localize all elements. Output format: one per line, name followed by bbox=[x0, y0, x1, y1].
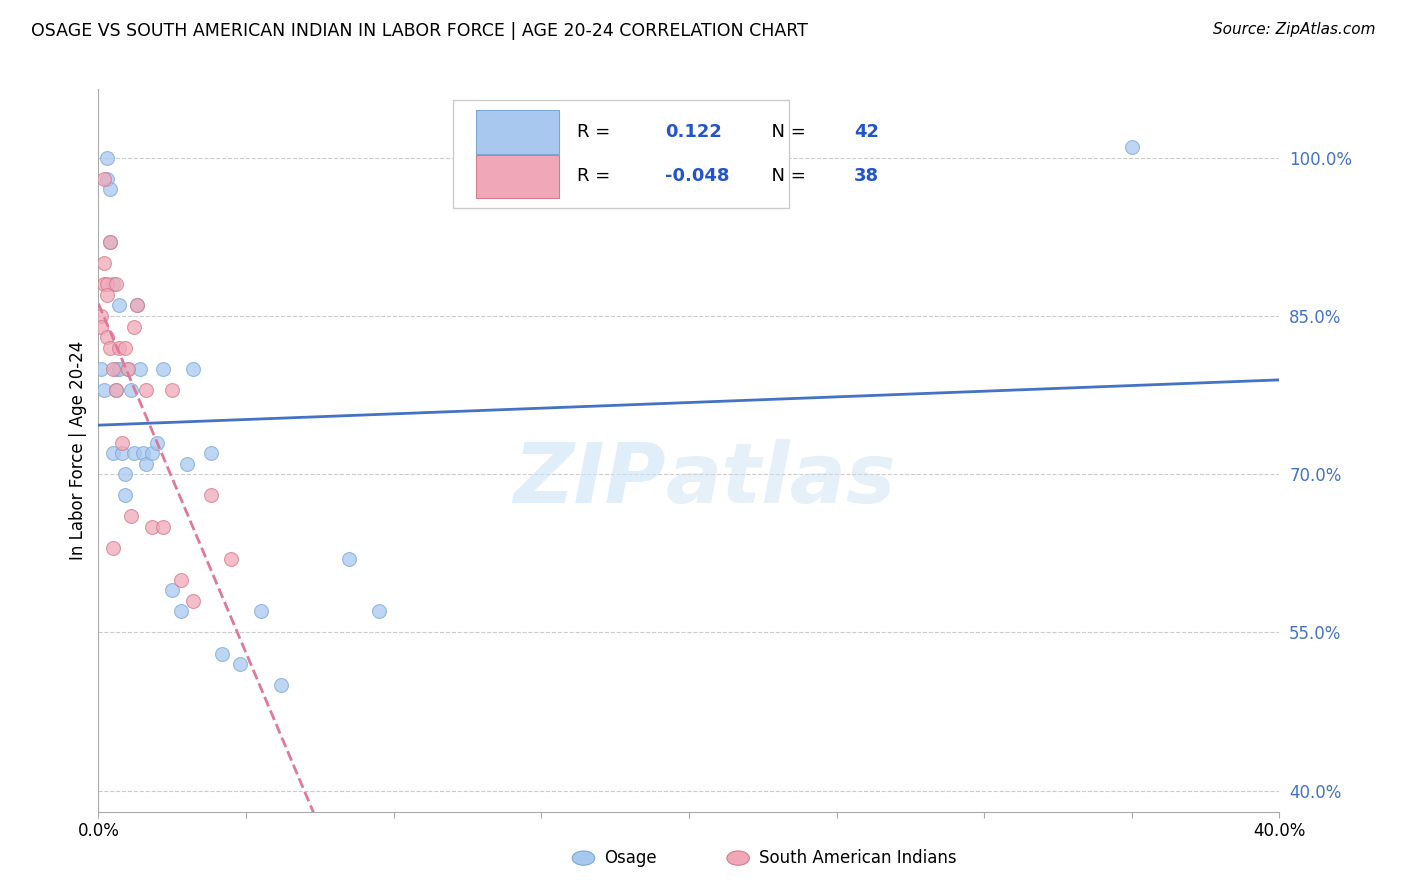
Point bbox=[146, 435, 169, 450]
Point bbox=[170, 604, 193, 618]
Point bbox=[229, 657, 252, 671]
Point bbox=[1121, 140, 1143, 154]
Point bbox=[103, 277, 125, 292]
Point bbox=[93, 256, 115, 270]
Point bbox=[90, 309, 112, 323]
Text: OSAGE VS SOUTH AMERICAN INDIAN IN LABOR FORCE | AGE 20-24 CORRELATION CHART: OSAGE VS SOUTH AMERICAN INDIAN IN LABOR … bbox=[31, 22, 808, 40]
Point bbox=[125, 298, 148, 312]
FancyBboxPatch shape bbox=[453, 100, 789, 209]
Text: N =: N = bbox=[759, 123, 811, 141]
Point bbox=[368, 604, 391, 618]
Text: 42: 42 bbox=[855, 123, 879, 141]
Point bbox=[162, 383, 183, 397]
Point bbox=[117, 361, 139, 376]
Point bbox=[120, 383, 142, 397]
Point bbox=[105, 383, 128, 397]
Point bbox=[111, 446, 134, 460]
Point bbox=[108, 341, 131, 355]
Point bbox=[117, 361, 139, 376]
Text: 0.122: 0.122 bbox=[665, 123, 723, 141]
Text: Osage: Osage bbox=[605, 849, 657, 867]
Point bbox=[141, 520, 163, 534]
Text: South American Indians: South American Indians bbox=[759, 849, 957, 867]
Point bbox=[125, 298, 148, 312]
Text: atlas: atlas bbox=[665, 439, 896, 520]
Point bbox=[152, 361, 174, 376]
Point bbox=[339, 551, 361, 566]
Point bbox=[152, 520, 174, 534]
Text: N =: N = bbox=[759, 168, 811, 186]
Point bbox=[93, 172, 115, 186]
Point bbox=[211, 647, 233, 661]
Point bbox=[114, 488, 136, 502]
Point bbox=[122, 319, 145, 334]
Point bbox=[98, 235, 121, 249]
Point bbox=[90, 319, 112, 334]
Point bbox=[98, 341, 121, 355]
Point bbox=[135, 383, 157, 397]
Point bbox=[200, 446, 222, 460]
Point bbox=[181, 361, 204, 376]
Point bbox=[111, 435, 134, 450]
Text: R =: R = bbox=[576, 168, 616, 186]
Point bbox=[250, 604, 273, 618]
Point bbox=[96, 151, 118, 165]
Point bbox=[120, 509, 142, 524]
FancyBboxPatch shape bbox=[477, 111, 560, 153]
Point bbox=[105, 361, 128, 376]
Point bbox=[103, 361, 125, 376]
Point bbox=[114, 341, 136, 355]
FancyBboxPatch shape bbox=[477, 155, 560, 198]
Point bbox=[135, 457, 157, 471]
Point bbox=[200, 488, 222, 502]
Text: -0.048: -0.048 bbox=[665, 168, 730, 186]
Point bbox=[105, 383, 128, 397]
Point bbox=[108, 361, 131, 376]
Text: Source: ZipAtlas.com: Source: ZipAtlas.com bbox=[1212, 22, 1375, 37]
Point bbox=[108, 298, 131, 312]
Point bbox=[141, 446, 163, 460]
Point bbox=[221, 551, 243, 566]
Point bbox=[98, 235, 121, 249]
Point bbox=[90, 361, 112, 376]
Text: ZIP: ZIP bbox=[513, 439, 665, 520]
Point bbox=[170, 573, 193, 587]
Point bbox=[114, 467, 136, 482]
Text: 38: 38 bbox=[855, 168, 879, 186]
Point bbox=[103, 446, 125, 460]
Point bbox=[96, 330, 118, 344]
Point bbox=[132, 446, 155, 460]
Point bbox=[270, 678, 292, 692]
Text: R =: R = bbox=[576, 123, 616, 141]
Point bbox=[96, 288, 118, 302]
Y-axis label: In Labor Force | Age 20-24: In Labor Force | Age 20-24 bbox=[69, 341, 87, 560]
Point bbox=[103, 541, 125, 555]
Point bbox=[128, 361, 150, 376]
Point bbox=[122, 446, 145, 460]
Point bbox=[176, 457, 198, 471]
Point bbox=[98, 182, 121, 196]
Point bbox=[181, 594, 204, 608]
Point bbox=[93, 383, 115, 397]
Point bbox=[105, 277, 128, 292]
Point bbox=[96, 172, 118, 186]
Point bbox=[162, 583, 183, 598]
Point bbox=[93, 277, 115, 292]
Point bbox=[96, 277, 118, 292]
